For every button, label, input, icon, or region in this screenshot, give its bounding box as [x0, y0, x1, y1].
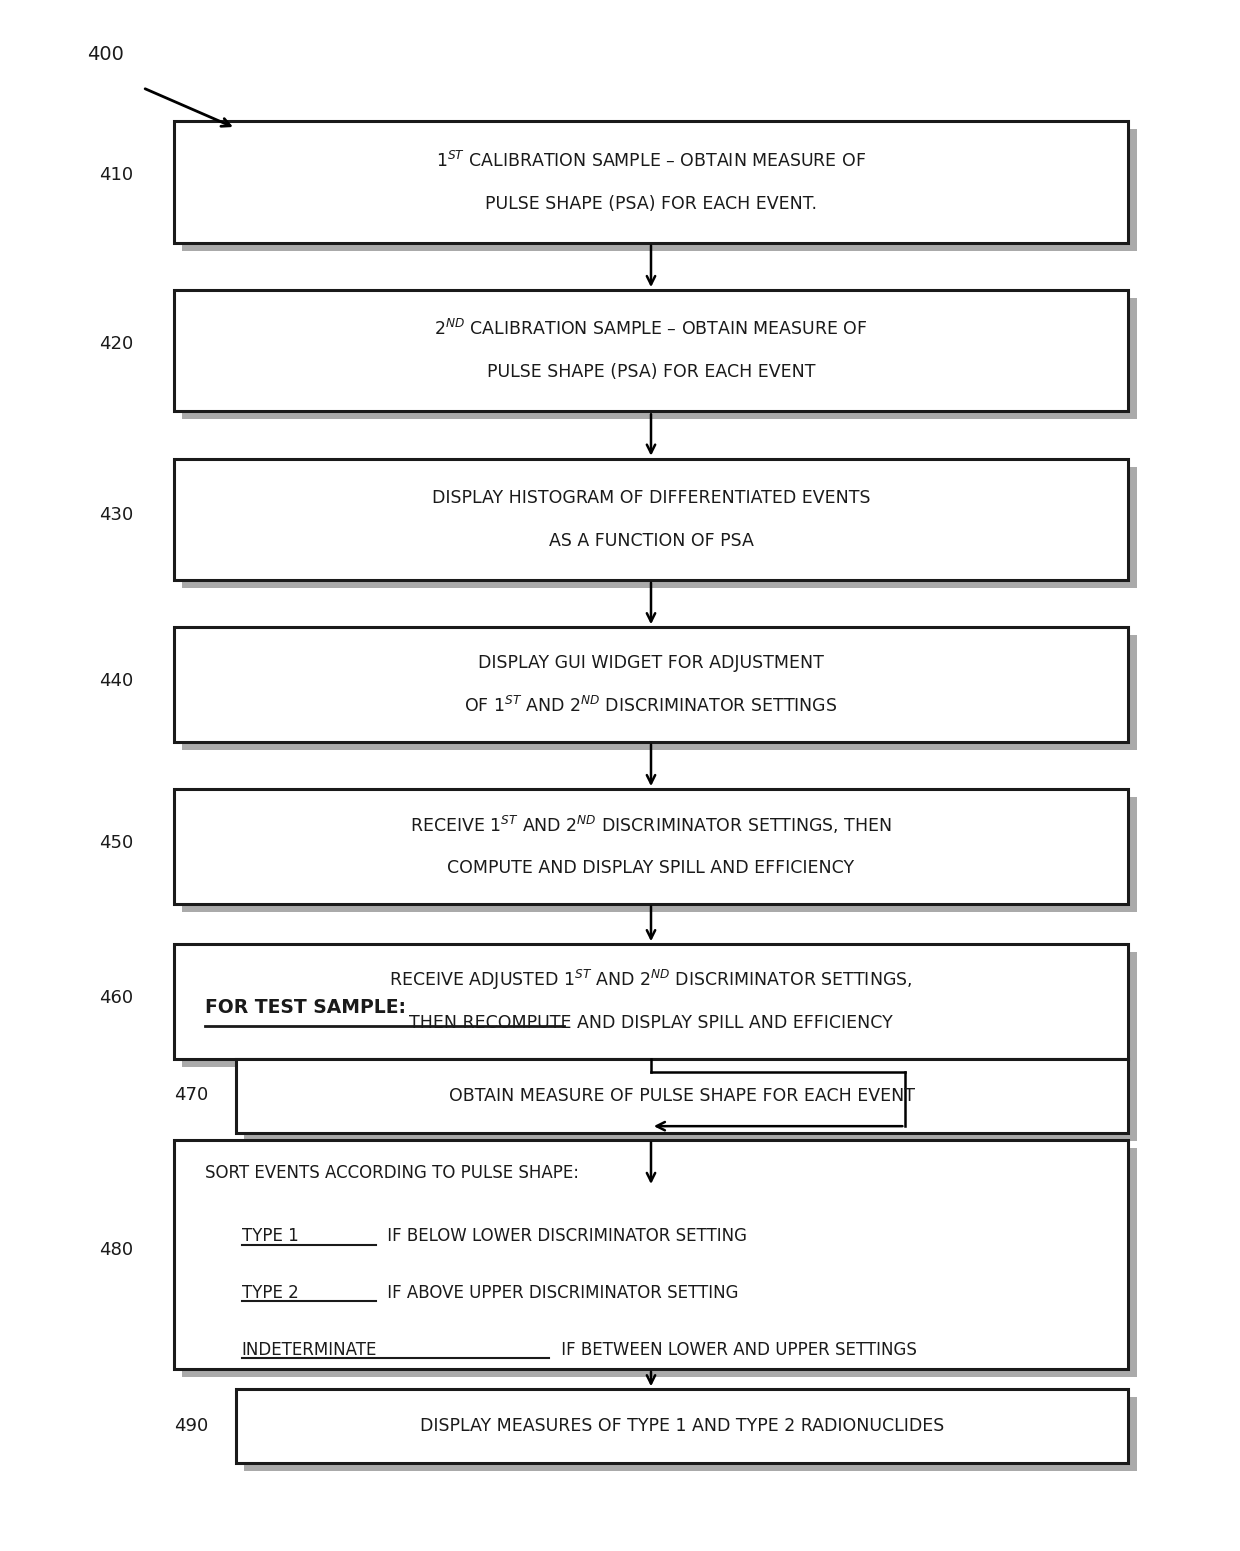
Text: 430: 430 — [99, 506, 134, 524]
Text: 420: 420 — [99, 335, 134, 354]
FancyBboxPatch shape — [174, 121, 1128, 244]
Text: 440: 440 — [99, 672, 134, 690]
FancyBboxPatch shape — [182, 467, 1137, 588]
Text: IF BELOW LOWER DISCRIMINATOR SETTING: IF BELOW LOWER DISCRIMINATOR SETTING — [382, 1227, 746, 1245]
FancyBboxPatch shape — [244, 1067, 1137, 1142]
Text: 460: 460 — [99, 990, 134, 1007]
Text: DISPLAY GUI WIDGET FOR ADJUSTMENT: DISPLAY GUI WIDGET FOR ADJUSTMENT — [479, 655, 823, 672]
Text: DISPLAY HISTOGRAM OF DIFFERENTIATED EVENTS: DISPLAY HISTOGRAM OF DIFFERENTIATED EVEN… — [432, 489, 870, 507]
FancyBboxPatch shape — [174, 789, 1128, 904]
Text: TYPE 2: TYPE 2 — [242, 1284, 299, 1301]
Text: 450: 450 — [99, 834, 134, 851]
Text: 470: 470 — [174, 1086, 208, 1104]
Text: COMPUTE AND DISPLAY SPILL AND EFFICIENCY: COMPUTE AND DISPLAY SPILL AND EFFICIENCY — [448, 859, 854, 876]
FancyBboxPatch shape — [182, 129, 1137, 251]
FancyBboxPatch shape — [182, 952, 1137, 1067]
Text: IF ABOVE UPPER DISCRIMINATOR SETTING: IF ABOVE UPPER DISCRIMINATOR SETTING — [382, 1284, 739, 1301]
Text: AS A FUNCTION OF PSA: AS A FUNCTION OF PSA — [548, 532, 754, 549]
FancyBboxPatch shape — [174, 290, 1128, 411]
Text: PULSE SHAPE (PSA) FOR EACH EVENT: PULSE SHAPE (PSA) FOR EACH EVENT — [487, 363, 815, 382]
Text: IF BETWEEN LOWER AND UPPER SETTINGS: IF BETWEEN LOWER AND UPPER SETTINGS — [556, 1340, 916, 1359]
FancyBboxPatch shape — [182, 636, 1137, 749]
FancyBboxPatch shape — [236, 1390, 1128, 1463]
FancyBboxPatch shape — [236, 1059, 1128, 1132]
FancyBboxPatch shape — [182, 1148, 1137, 1377]
FancyBboxPatch shape — [174, 1140, 1128, 1370]
FancyBboxPatch shape — [244, 1397, 1137, 1472]
Text: 2$^{ND}$ CALIBRATION SAMPLE – OBTAIN MEASURE OF: 2$^{ND}$ CALIBRATION SAMPLE – OBTAIN MEA… — [434, 320, 868, 340]
Text: RECEIVE ADJUSTED 1$^{ST}$ AND 2$^{ND}$ DISCRIMINATOR SETTINGS,: RECEIVE ADJUSTED 1$^{ST}$ AND 2$^{ND}$ D… — [389, 968, 913, 993]
FancyBboxPatch shape — [182, 298, 1137, 419]
Text: THEN RECOMPUTE AND DISPLAY SPILL AND EFFICIENCY: THEN RECOMPUTE AND DISPLAY SPILL AND EFF… — [409, 1014, 893, 1031]
FancyBboxPatch shape — [174, 945, 1128, 1059]
Text: OF 1$^{ST}$ AND 2$^{ND}$ DISCRIMINATOR SETTINGS: OF 1$^{ST}$ AND 2$^{ND}$ DISCRIMINATOR S… — [464, 696, 838, 717]
Text: TYPE 1: TYPE 1 — [242, 1227, 299, 1245]
Text: 400: 400 — [87, 45, 124, 64]
Text: PULSE SHAPE (PSA) FOR EACH EVENT.: PULSE SHAPE (PSA) FOR EACH EVENT. — [485, 195, 817, 212]
Text: 1$^{ST}$ CALIBRATION SAMPLE – OBTAIN MEASURE OF: 1$^{ST}$ CALIBRATION SAMPLE – OBTAIN MEA… — [436, 150, 866, 171]
Text: 490: 490 — [174, 1416, 208, 1435]
Text: SORT EVENTS ACCORDING TO PULSE SHAPE:: SORT EVENTS ACCORDING TO PULSE SHAPE: — [205, 1163, 579, 1182]
Text: INDETERMINATE: INDETERMINATE — [242, 1340, 377, 1359]
Text: FOR TEST SAMPLE:: FOR TEST SAMPLE: — [205, 997, 405, 1017]
Text: DISPLAY MEASURES OF TYPE 1 AND TYPE 2 RADIONUCLIDES: DISPLAY MEASURES OF TYPE 1 AND TYPE 2 RA… — [420, 1418, 944, 1435]
Text: OBTAIN MEASURE OF PULSE SHAPE FOR EACH EVENT: OBTAIN MEASURE OF PULSE SHAPE FOR EACH E… — [449, 1087, 915, 1104]
Text: 480: 480 — [99, 1241, 134, 1259]
Text: RECEIVE 1$^{ST}$ AND 2$^{ND}$ DISCRIMINATOR SETTINGS, THEN: RECEIVE 1$^{ST}$ AND 2$^{ND}$ DISCRIMINA… — [410, 814, 892, 836]
Text: 410: 410 — [99, 166, 134, 185]
FancyBboxPatch shape — [182, 797, 1137, 912]
FancyBboxPatch shape — [174, 627, 1128, 741]
FancyBboxPatch shape — [174, 459, 1128, 580]
